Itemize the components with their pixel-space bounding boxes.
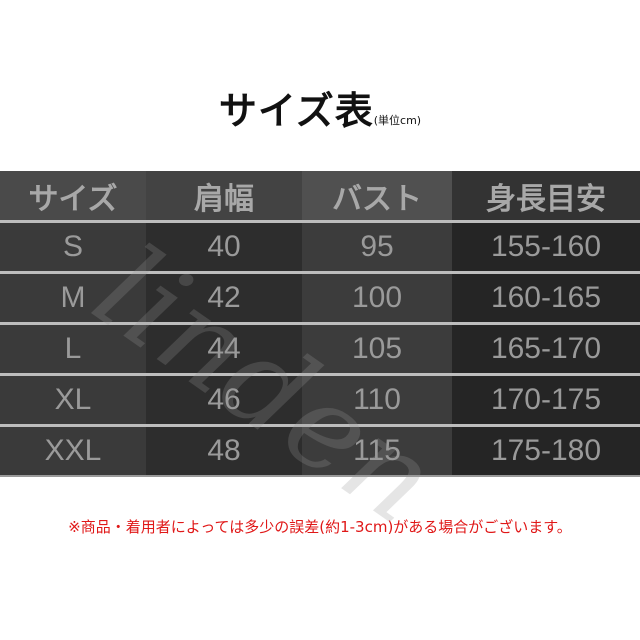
table-cell: 105 <box>302 325 452 373</box>
table-row: L 44 105 165-170 <box>0 325 640 376</box>
disclaimer-note: ※商品・着用者によっては多少の誤差(約1-3cm)がある場合がございます。 <box>68 518 572 536</box>
table-cell: 42 <box>146 274 302 322</box>
page-title: サイズ表 <box>218 89 374 133</box>
table-row: XXL 48 115 175-180 <box>0 427 640 477</box>
table-cell: 44 <box>146 325 302 373</box>
table-cell: S <box>0 223 146 271</box>
table-cell: 175-180 <box>452 427 640 475</box>
table-header: サイズ 肩幅 バスト 身長目安 <box>0 171 640 223</box>
table-cell: L <box>0 325 146 373</box>
table-cell: 40 <box>146 223 302 271</box>
title-block: サイズ表(単位cm) <box>0 80 640 135</box>
table-cell: 155-160 <box>452 223 640 271</box>
table-cell: 170-175 <box>452 376 640 424</box>
table-row: S 40 95 155-160 <box>0 223 640 274</box>
header-cell: バスト <box>302 171 452 220</box>
table-row: M 42 100 160-165 <box>0 274 640 325</box>
size-table: サイズ 肩幅 バスト 身長目安 S 40 95 155-160 M 42 100… <box>0 171 640 477</box>
header-cell: サイズ <box>0 171 146 220</box>
header-cell: 肩幅 <box>146 171 302 220</box>
table-cell: 115 <box>302 427 452 475</box>
table-cell: M <box>0 274 146 322</box>
table-cell: 48 <box>146 427 302 475</box>
table-cell: XXL <box>0 427 146 475</box>
header-cell: 身長目安 <box>452 171 640 220</box>
table-cell: 46 <box>146 376 302 424</box>
table-cell: XL <box>0 376 146 424</box>
table-cell: 95 <box>302 223 452 271</box>
table-row: XL 46 110 170-175 <box>0 376 640 427</box>
unit-label: (単位cm) <box>373 114 422 127</box>
table-cell: 165-170 <box>452 325 640 373</box>
table-cell: 110 <box>302 376 452 424</box>
table-cell: 160-165 <box>452 274 640 322</box>
table-cell: 100 <box>302 274 452 322</box>
